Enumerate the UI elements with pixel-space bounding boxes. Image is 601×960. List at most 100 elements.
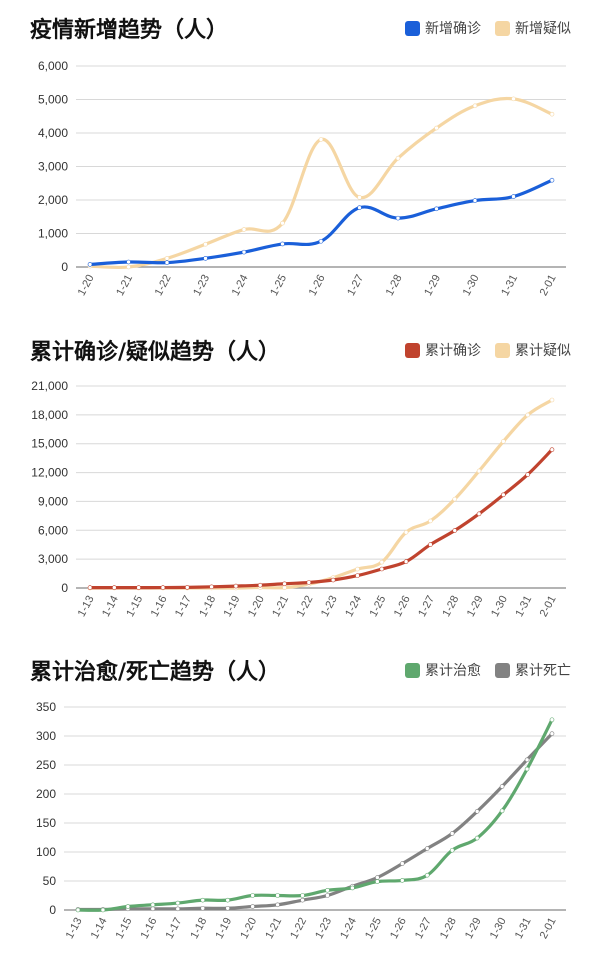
- data-point[interactable]: [200, 905, 206, 911]
- data-point[interactable]: [501, 492, 506, 498]
- data-point[interactable]: [250, 893, 255, 898]
- data-point[interactable]: [549, 111, 555, 117]
- data-point[interactable]: [452, 496, 458, 502]
- data-point[interactable]: [282, 585, 287, 590]
- data-point[interactable]: [280, 220, 285, 226]
- data-point[interactable]: [280, 241, 285, 247]
- data-point[interactable]: [225, 897, 230, 903]
- data-point[interactable]: [126, 264, 131, 270]
- legend-item-series-1[interactable]: 累计确诊: [405, 340, 481, 360]
- data-point[interactable]: [434, 206, 439, 212]
- data-point[interactable]: [357, 195, 362, 200]
- data-point[interactable]: [403, 529, 409, 535]
- legend-item-series-2[interactable]: 累计疑似: [495, 340, 571, 360]
- data-point[interactable]: [375, 875, 380, 880]
- data-point[interactable]: [136, 585, 141, 590]
- data-point[interactable]: [379, 566, 385, 572]
- data-point[interactable]: [499, 784, 505, 789]
- data-point[interactable]: [395, 215, 401, 221]
- data-point[interactable]: [476, 468, 482, 474]
- data-point[interactable]: [428, 518, 433, 524]
- data-point[interactable]: [424, 846, 430, 851]
- data-point[interactable]: [306, 580, 312, 585]
- data-point[interactable]: [75, 907, 81, 913]
- data-point[interactable]: [472, 103, 478, 109]
- data-point[interactable]: [476, 511, 482, 517]
- data-point[interactable]: [357, 205, 362, 210]
- data-point[interactable]: [524, 766, 530, 772]
- data-point[interactable]: [434, 125, 439, 131]
- data-point[interactable]: [184, 585, 190, 590]
- data-point[interactable]: [160, 585, 166, 590]
- data-point[interactable]: [241, 227, 247, 232]
- data-point[interactable]: [150, 906, 156, 912]
- data-point[interactable]: [525, 472, 530, 477]
- chart-legend: 累计确诊 累计疑似: [405, 340, 571, 360]
- data-point[interactable]: [318, 238, 324, 244]
- data-point[interactable]: [300, 897, 305, 903]
- legend-item-series-2[interactable]: 累计死亡: [495, 660, 571, 680]
- data-point[interactable]: [379, 559, 385, 565]
- data-point[interactable]: [282, 581, 287, 587]
- data-point[interactable]: [449, 831, 455, 836]
- data-point[interactable]: [355, 573, 360, 578]
- data-point[interactable]: [241, 249, 247, 255]
- data-point[interactable]: [549, 397, 555, 403]
- y-tick-label: 50: [43, 874, 57, 888]
- data-point[interactable]: [126, 259, 131, 265]
- data-point[interactable]: [511, 194, 516, 199]
- data-point[interactable]: [549, 731, 555, 736]
- data-point[interactable]: [474, 835, 480, 841]
- data-point[interactable]: [474, 809, 480, 814]
- data-point[interactable]: [175, 900, 181, 906]
- data-point[interactable]: [209, 584, 214, 590]
- data-point[interactable]: [225, 905, 230, 911]
- data-point[interactable]: [428, 542, 433, 547]
- data-point[interactable]: [275, 902, 280, 908]
- legend-item-series-1[interactable]: 新增确诊: [405, 18, 481, 38]
- data-point[interactable]: [150, 902, 156, 908]
- data-point[interactable]: [164, 260, 170, 265]
- data-point[interactable]: [325, 887, 330, 893]
- data-point[interactable]: [275, 893, 280, 898]
- data-point[interactable]: [403, 559, 409, 564]
- data-point[interactable]: [100, 907, 106, 913]
- data-point[interactable]: [233, 583, 239, 589]
- data-point[interactable]: [395, 155, 401, 161]
- data-point[interactable]: [452, 528, 458, 533]
- data-point[interactable]: [175, 906, 181, 912]
- data-point[interactable]: [164, 256, 170, 261]
- data-point[interactable]: [203, 256, 208, 261]
- data-point[interactable]: [549, 177, 555, 183]
- data-point[interactable]: [400, 861, 405, 866]
- data-point[interactable]: [325, 893, 330, 898]
- data-point[interactable]: [125, 904, 131, 909]
- data-point[interactable]: [112, 585, 117, 590]
- data-point[interactable]: [87, 262, 93, 267]
- data-point[interactable]: [257, 582, 263, 588]
- data-point[interactable]: [400, 878, 405, 883]
- legend-item-series-2[interactable]: 新增疑似: [495, 18, 571, 38]
- data-point[interactable]: [424, 872, 430, 878]
- data-point[interactable]: [525, 412, 530, 418]
- data-point[interactable]: [549, 447, 555, 452]
- data-point[interactable]: [375, 879, 380, 884]
- legend-item-series-1[interactable]: 累计治愈: [405, 660, 481, 680]
- data-point[interactable]: [501, 439, 506, 444]
- data-point[interactable]: [203, 241, 208, 247]
- data-point[interactable]: [511, 96, 516, 102]
- data-point[interactable]: [449, 847, 455, 853]
- data-point[interactable]: [250, 904, 255, 909]
- data-point[interactable]: [330, 577, 336, 583]
- data-point[interactable]: [524, 757, 530, 763]
- data-point[interactable]: [499, 808, 505, 814]
- data-point[interactable]: [87, 585, 93, 590]
- data-point[interactable]: [350, 885, 355, 891]
- data-point[interactable]: [318, 137, 324, 142]
- x-tick-label: 1-21: [263, 916, 284, 941]
- data-point[interactable]: [300, 893, 305, 898]
- data-point[interactable]: [355, 566, 360, 572]
- data-point[interactable]: [549, 717, 555, 723]
- data-point[interactable]: [200, 897, 206, 903]
- data-point[interactable]: [472, 198, 478, 203]
